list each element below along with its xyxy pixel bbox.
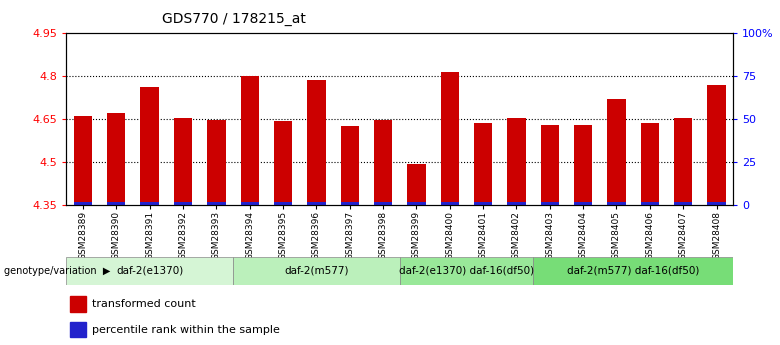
Bar — [441, 71, 459, 205]
Bar — [707, 201, 725, 205]
Bar — [174, 118, 192, 205]
Bar — [207, 201, 225, 205]
Bar — [374, 120, 392, 205]
Bar — [240, 76, 259, 205]
Bar — [274, 121, 292, 205]
Bar — [640, 201, 659, 205]
Bar — [407, 164, 426, 205]
Bar — [140, 201, 159, 205]
Text: genotype/variation  ▶: genotype/variation ▶ — [4, 266, 110, 276]
Bar — [574, 201, 592, 205]
Text: transformed count: transformed count — [92, 299, 196, 309]
Text: daf-2(m577) daf-16(df50): daf-2(m577) daf-16(df50) — [567, 266, 700, 276]
Bar — [541, 125, 559, 205]
Bar — [399, 257, 533, 285]
Bar — [441, 201, 459, 205]
Bar — [307, 201, 325, 205]
Bar — [274, 201, 292, 205]
Bar — [608, 99, 626, 205]
Bar — [474, 201, 492, 205]
Bar — [674, 201, 693, 205]
Bar — [174, 201, 192, 205]
Text: daf-2(m577): daf-2(m577) — [284, 266, 349, 276]
Text: daf-2(e1370): daf-2(e1370) — [116, 266, 183, 276]
Bar — [474, 123, 492, 205]
Text: GDS770 / 178215_at: GDS770 / 178215_at — [162, 12, 306, 26]
Bar — [341, 126, 359, 205]
Bar — [640, 123, 659, 205]
Bar — [107, 113, 126, 205]
Bar — [407, 201, 426, 205]
Bar — [74, 201, 92, 205]
Bar — [307, 80, 325, 205]
Bar — [233, 257, 399, 285]
Bar — [70, 296, 86, 312]
Bar — [240, 201, 259, 205]
Bar — [533, 257, 733, 285]
Bar — [707, 85, 725, 205]
Bar — [507, 118, 526, 205]
Bar — [107, 201, 126, 205]
Bar — [66, 257, 233, 285]
Bar — [507, 201, 526, 205]
Bar — [140, 87, 159, 205]
Bar — [374, 201, 392, 205]
Bar — [541, 201, 559, 205]
Bar — [674, 118, 693, 205]
Bar — [574, 125, 592, 205]
Bar — [74, 116, 92, 205]
Text: percentile rank within the sample: percentile rank within the sample — [92, 325, 279, 335]
Text: daf-2(e1370) daf-16(df50): daf-2(e1370) daf-16(df50) — [399, 266, 534, 276]
Bar — [207, 120, 225, 205]
Bar — [70, 322, 86, 337]
Bar — [341, 201, 359, 205]
Bar — [608, 201, 626, 205]
